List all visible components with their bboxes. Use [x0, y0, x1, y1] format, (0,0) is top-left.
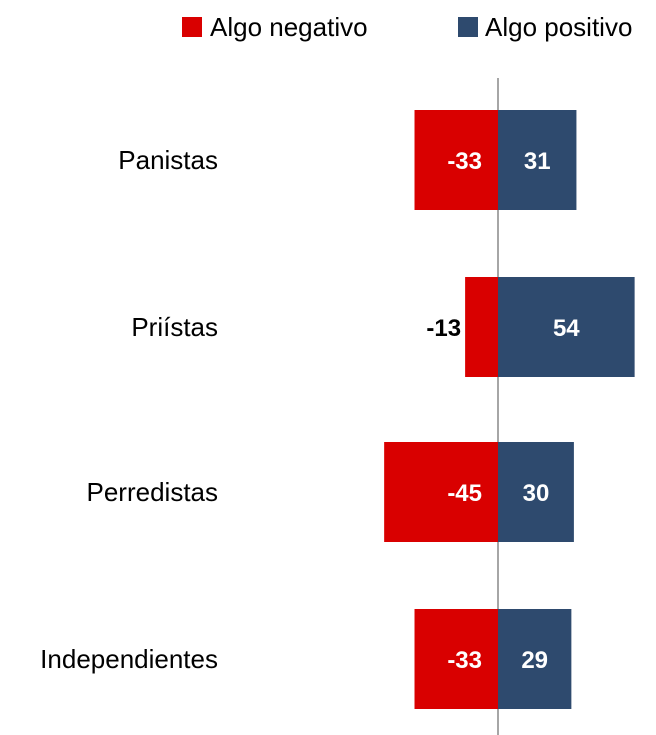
value-label-positive-perredistas: 30	[523, 480, 550, 507]
bar-negative-perredistas	[384, 442, 498, 542]
bar-negative-panistas	[414, 110, 498, 210]
legend: Algo negativo Algo positivo	[182, 12, 632, 42]
bar-negative-priistas	[465, 277, 498, 377]
bar-positive-panistas	[498, 110, 577, 210]
category-label-independientes: Independientes	[40, 644, 218, 674]
legend-label-positive: Algo positivo	[485, 12, 632, 42]
category-label-panistas: Panistas	[118, 145, 218, 175]
legend-swatch-negative	[182, 17, 202, 37]
bar-positive-perredistas	[498, 442, 574, 542]
value-label-negative-perredistas: -45	[447, 480, 482, 507]
bar-positive-priistas	[498, 277, 635, 377]
legend-label-negative: Algo negativo	[210, 12, 368, 42]
value-label-negative-priistas: -13	[426, 315, 461, 342]
bar-positive-independientes	[498, 609, 572, 709]
value-label-negative-independientes: -33	[447, 647, 482, 674]
bars-group: Panistas -33 31 Priístas -13 54 Perredistas -45…	[40, 110, 635, 709]
value-label-positive-panistas: 31	[524, 148, 551, 175]
value-label-negative-panistas: -33	[447, 148, 482, 175]
value-label-positive-priistas: 54	[553, 315, 580, 342]
legend-swatch-positive	[458, 17, 478, 37]
value-label-positive-independientes: 29	[521, 647, 548, 674]
category-label-priistas: Priístas	[131, 312, 218, 342]
category-label-perredistas: Perredistas	[87, 477, 219, 507]
bar-negative-independientes	[414, 609, 498, 709]
